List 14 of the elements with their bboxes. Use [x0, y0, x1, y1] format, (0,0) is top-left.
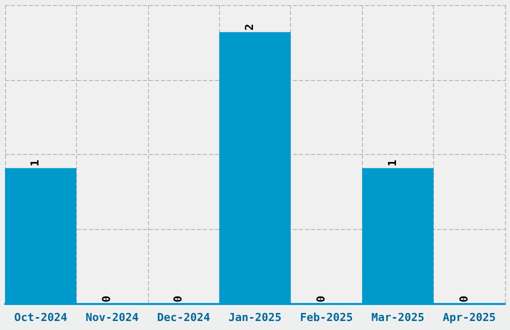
x-tick-label: Nov-2024	[86, 311, 140, 324]
x-tick-label: Feb-2025	[300, 311, 353, 324]
x-tick-label: Jan-2025	[228, 311, 282, 324]
data-label: 2	[243, 24, 256, 30]
data-label: 0	[172, 296, 185, 302]
data-label: 1	[386, 159, 399, 166]
x-tick-label: Apr-2025	[442, 311, 496, 324]
x-tick-label: Mar-2025	[371, 311, 424, 324]
x-tick-label: Oct-2024	[14, 311, 68, 324]
data-label: 0	[457, 296, 470, 302]
x-tick-label: Dec-2024	[157, 311, 210, 324]
data-label: 1	[28, 159, 42, 166]
data-label: 0	[314, 296, 328, 302]
data-label: 0	[100, 296, 114, 302]
